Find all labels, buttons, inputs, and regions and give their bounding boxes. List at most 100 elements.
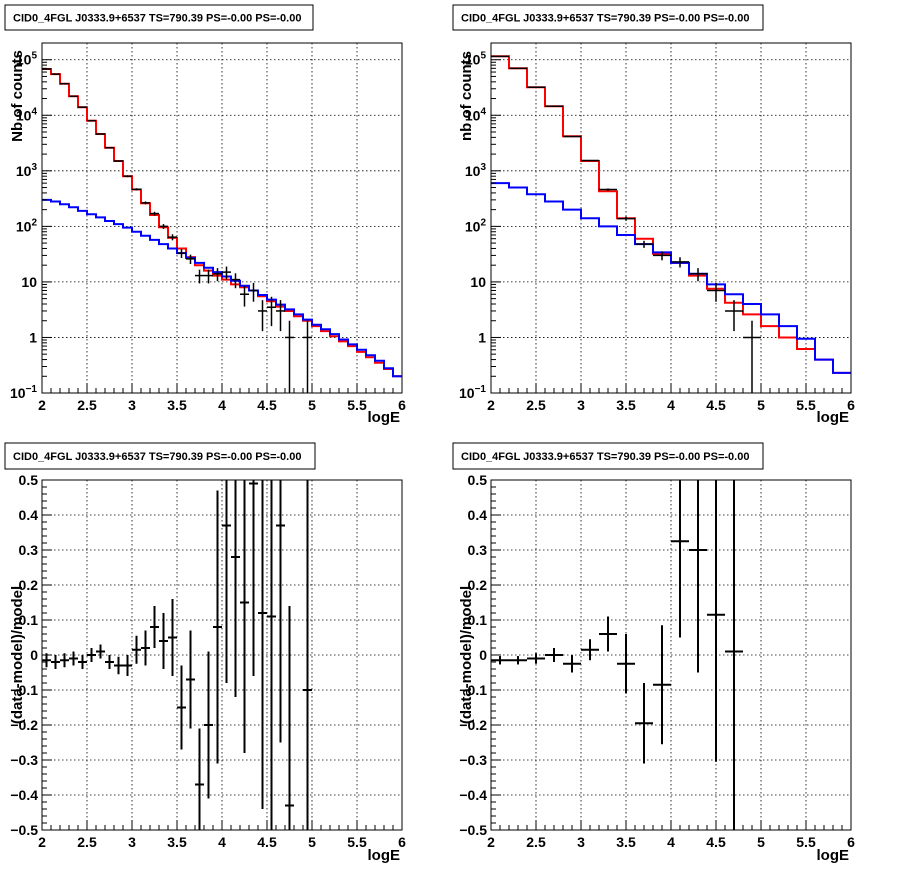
residual-point — [491, 656, 509, 665]
histogram-background — [491, 182, 851, 374]
y-tick-label: 0.4 — [19, 507, 39, 523]
y-tick-label: 0 — [30, 647, 38, 663]
residual-point — [249, 480, 258, 676]
residual-point — [123, 655, 132, 676]
x-tick-label: 2.5 — [526, 397, 546, 413]
title-box — [452, 4, 764, 31]
y-axis-label: (data-model)/model — [9, 586, 26, 724]
residual-point — [617, 634, 635, 694]
x-tick-label: 5.5 — [796, 834, 816, 850]
y-tick-exponent: 3 — [31, 162, 37, 173]
y-tick-label: −0.3 — [459, 752, 487, 768]
x-tick-label: 4 — [667, 397, 675, 413]
y-tick-label: 103 — [16, 162, 38, 179]
data-point — [671, 257, 689, 268]
x-tick-label: 3 — [128, 834, 136, 850]
chart-2: CID0_4FGL J0333.9+6537 TS=790.39 PS=-0.0… — [452, 4, 855, 426]
x-tick-label: 3.5 — [167, 397, 187, 413]
y-tick-label: 105 — [465, 51, 487, 68]
residual-point — [51, 655, 60, 669]
y-tick-label: 0.1 — [468, 612, 488, 628]
x-tick-label: 5 — [308, 397, 316, 413]
y-tick-label: 1 — [29, 329, 37, 345]
data-point — [707, 282, 725, 302]
x-tick-label: 5 — [757, 397, 765, 413]
data-point — [231, 273, 240, 289]
x-tick-label: 4 — [218, 834, 226, 850]
grid — [42, 43, 402, 393]
residual-point — [78, 655, 87, 669]
grid — [491, 43, 851, 393]
residual-point — [267, 480, 276, 830]
data-point — [213, 268, 222, 282]
y-tick-base: 10 — [465, 52, 481, 68]
residual-point — [240, 480, 249, 753]
y-tick-label: −0.5 — [459, 822, 487, 838]
x-tick-label: 5 — [757, 834, 765, 850]
residual-point — [195, 728, 204, 830]
axis-ticks — [490, 479, 852, 831]
data-point — [249, 282, 258, 302]
y-tick-label: −0.1 — [10, 682, 38, 698]
residual-point — [96, 644, 105, 659]
x-tick-label: 2.5 — [77, 834, 97, 850]
data-point — [258, 300, 267, 332]
data-point — [141, 201, 150, 205]
data-point — [743, 320, 761, 393]
residual-point — [168, 599, 177, 676]
plot-content — [491, 55, 851, 393]
data-point — [159, 224, 168, 229]
data-point — [276, 300, 285, 332]
y-tick-exponent: −1 — [26, 384, 38, 395]
y-tick-label: 104 — [16, 106, 38, 123]
y-tick-label: 1 — [478, 329, 486, 345]
x-tick-label: 4 — [218, 397, 226, 413]
x-tick-label: 2 — [487, 834, 495, 850]
x-axis-label: logE — [368, 847, 401, 864]
x-tick-label: 3.5 — [167, 834, 187, 850]
residual-point — [69, 651, 78, 666]
chart-3: CID0_4FGL J0333.9+6537 TS=790.39 PS=-0.0… — [4, 442, 406, 864]
residual-point — [527, 653, 545, 664]
y-tick-label: 105 — [16, 51, 38, 68]
residual-point — [285, 606, 294, 830]
x-axis-label: logE — [817, 409, 850, 426]
data-point — [653, 251, 671, 261]
residual-point — [186, 630, 195, 729]
data-point — [150, 211, 159, 216]
residual-point — [231, 480, 240, 697]
chart-title: CID0_4FGL J0333.9+6537 TS=790.39 PS=-0.0… — [461, 13, 749, 25]
residual-point — [509, 656, 527, 665]
y-tick-label: 102 — [16, 217, 38, 234]
chart-title: CID0_4FGL J0333.9+6537 TS=790.39 PS=-0.0… — [461, 451, 749, 463]
y-tick-label: 104 — [465, 106, 487, 123]
x-tick-label: 2 — [38, 834, 46, 850]
residual-point — [177, 665, 186, 750]
data-point — [617, 216, 635, 221]
grid — [42, 480, 402, 830]
residual-point — [303, 480, 312, 830]
y-tick-label: 0.5 — [19, 472, 39, 488]
residual-point — [581, 639, 599, 661]
x-axis-label: logE — [368, 409, 401, 426]
x-tick-label: 4.5 — [257, 397, 277, 413]
x-tick-label: 3 — [577, 397, 585, 413]
y-tick-label: 0.2 — [19, 577, 39, 593]
x-tick-label: 3 — [577, 834, 585, 850]
data-point — [725, 300, 743, 332]
title-box — [452, 442, 764, 470]
data-point — [177, 249, 186, 258]
x-tick-label: 2 — [487, 397, 495, 413]
axis-ticks — [41, 479, 403, 831]
y-tick-label: 0 — [479, 647, 487, 663]
chart-4: CID0_4FGL J0333.9+6537 TS=790.39 PS=-0.0… — [452, 442, 855, 864]
y-tick-label: 0.3 — [19, 542, 39, 558]
y-tick-base: 1 — [478, 329, 486, 345]
data-point — [267, 296, 276, 327]
x-tick-label: 3.5 — [616, 397, 636, 413]
plot-content — [42, 480, 312, 830]
data-point — [285, 320, 294, 393]
histogram-model — [42, 68, 402, 378]
y-tick-base: 10 — [16, 163, 32, 179]
